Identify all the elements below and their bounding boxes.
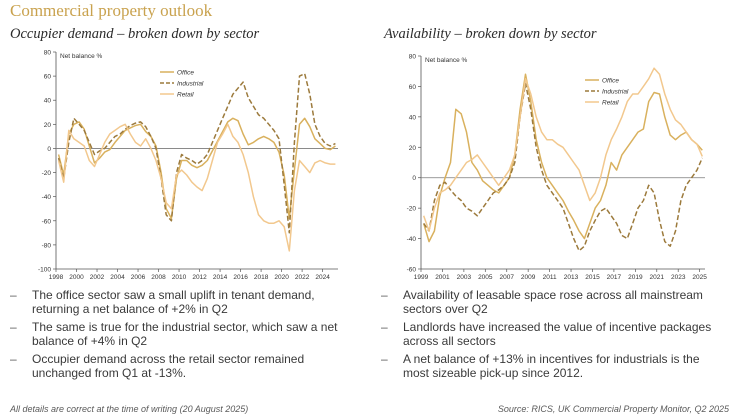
y-tick-label: 40: [44, 98, 52, 105]
y-tick-label: -40: [42, 194, 52, 201]
x-tick-label: 2019: [628, 274, 643, 281]
bullet-item: The office sector saw a small uplift in …: [10, 288, 360, 317]
y-tick-label: -20: [42, 170, 52, 177]
x-tick-label: 2016: [233, 274, 248, 281]
y-tick-label: 80: [44, 50, 52, 57]
x-tick-label: 1999: [414, 274, 429, 281]
y-tick-label: 20: [409, 145, 417, 152]
x-tick-label: 2015: [585, 274, 600, 281]
chart-title-occupier-demand: Occupier demand – broken down by sector: [10, 26, 260, 42]
bullets-right: Availability of leasable space rose acro…: [381, 288, 726, 383]
series-line-retail: [422, 67, 703, 232]
bullets-left: The office sector saw a small uplift in …: [10, 288, 360, 383]
x-tick-label: 2023: [671, 274, 686, 281]
y-tick-label: -100: [38, 267, 51, 274]
x-tick-label: 2018: [254, 274, 269, 281]
x-tick-label: 2007: [500, 274, 515, 281]
x-tick-label: 2009: [521, 274, 536, 281]
x-tick-label: 2022: [295, 274, 310, 281]
y-tick-label: 20: [44, 122, 52, 129]
y-tick-label: 40: [409, 114, 417, 121]
y-tick-label: 60: [44, 74, 52, 81]
x-tick-label: 2006: [131, 274, 146, 281]
series-line-industrial: [423, 82, 703, 252]
legend-label-retail: Retail: [602, 100, 619, 107]
y-tick-label: 0: [47, 146, 51, 153]
x-tick-label: 2012: [192, 274, 207, 281]
legend-label-industrial: Industrial: [177, 81, 204, 88]
footer-note: All details are correct at the time of w…: [10, 404, 249, 414]
x-tick-label: 2004: [110, 274, 125, 281]
x-tick-label: 2025: [692, 274, 707, 281]
page-title: Commercial property outlook: [10, 1, 213, 20]
y-tick-label: 0: [412, 175, 416, 182]
series-line-retail: [57, 123, 336, 252]
x-tick-label: 2017: [607, 274, 622, 281]
x-tick-label: 2003: [457, 274, 472, 281]
x-tick-label: 2010: [172, 274, 187, 281]
x-tick-label: 2024: [315, 274, 330, 281]
y-tick-label: -60: [42, 218, 52, 225]
y-tick-label: -80: [42, 242, 52, 249]
x-tick-label: 2000: [69, 274, 84, 281]
legend-label-retail: Retail: [177, 92, 194, 99]
y-axis-label: Net balance %: [60, 53, 102, 60]
y-axis-label: Net balance %: [425, 57, 467, 64]
legend-label-office: Office: [177, 70, 194, 77]
bullet-item: Occupier demand across the retail sector…: [10, 352, 360, 381]
chart-title-availability: Availability – broken down by sector: [384, 26, 597, 42]
x-tick-label: 2011: [543, 274, 557, 281]
y-tick-label: 60: [409, 84, 417, 91]
x-tick-label: 2020: [274, 274, 289, 281]
x-tick-label: 2008: [151, 274, 166, 281]
x-tick-label: 2005: [478, 274, 493, 281]
legend-label-industrial: Industrial: [602, 89, 629, 96]
series-line-office: [57, 117, 336, 220]
series-line-industrial: [57, 72, 336, 234]
y-tick-label: -60: [407, 267, 417, 274]
y-tick-label: 80: [409, 54, 417, 61]
y-tick-label: -20: [407, 206, 417, 213]
bullet-item: A net balance of +13% in incentives for …: [381, 352, 726, 381]
bullet-item: The same is true for the industrial sect…: [10, 320, 360, 349]
y-tick-label: -40: [407, 236, 417, 243]
bullet-item: Landlords have increased the value of in…: [381, 320, 726, 349]
legend-label-office: Office: [602, 78, 619, 85]
x-tick-label: 2002: [90, 274, 105, 281]
x-tick-label: 2013: [564, 274, 579, 281]
x-tick-label: 2014: [213, 274, 228, 281]
footer-source: Source: RICS, UK Commercial Property Mon…: [497, 404, 729, 414]
x-tick-label: 1998: [49, 274, 64, 281]
x-tick-label: 2021: [650, 274, 665, 281]
x-tick-label: 2001: [435, 274, 450, 281]
series-line-office: [422, 73, 703, 243]
bullet-item: Availability of leasable space rose acro…: [381, 288, 726, 317]
